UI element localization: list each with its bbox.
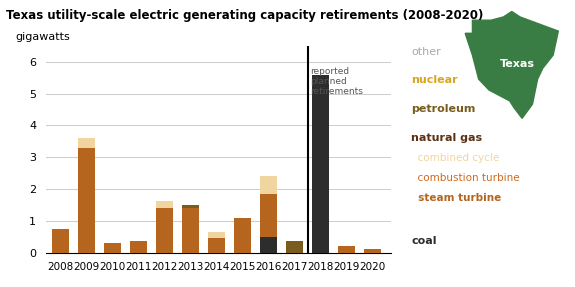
Text: natural gas: natural gas — [411, 133, 482, 143]
Bar — [156, 208, 173, 253]
Polygon shape — [465, 11, 558, 118]
Bar — [338, 246, 355, 253]
Text: combined cycle: combined cycle — [411, 153, 499, 163]
Bar — [78, 148, 95, 253]
Text: petroleum: petroleum — [411, 104, 476, 114]
Bar — [260, 237, 277, 253]
Bar — [208, 238, 225, 253]
Text: other: other — [411, 47, 441, 57]
Text: coal: coal — [411, 236, 436, 246]
Bar — [312, 75, 329, 253]
Text: reported
planned
retirements: reported planned retirements — [310, 67, 363, 96]
Bar — [260, 194, 277, 237]
Text: Texas: Texas — [500, 59, 534, 69]
Text: steam turbine: steam turbine — [411, 193, 501, 203]
Bar — [182, 208, 199, 253]
Bar — [78, 138, 95, 148]
Text: Texas utility-scale electric generating capacity retirements (2008-2020): Texas utility-scale electric generating … — [6, 9, 483, 22]
Bar — [208, 232, 225, 238]
Bar — [156, 201, 173, 208]
Text: combustion turbine: combustion turbine — [411, 173, 520, 183]
Bar — [182, 205, 199, 208]
Bar — [234, 218, 251, 253]
Bar — [104, 243, 121, 253]
Bar — [260, 176, 277, 194]
Bar — [365, 249, 381, 253]
Text: gigawatts: gigawatts — [15, 32, 70, 42]
Text: nuclear: nuclear — [411, 75, 458, 85]
Bar — [286, 241, 303, 253]
Bar — [52, 229, 69, 253]
Bar — [130, 241, 147, 253]
